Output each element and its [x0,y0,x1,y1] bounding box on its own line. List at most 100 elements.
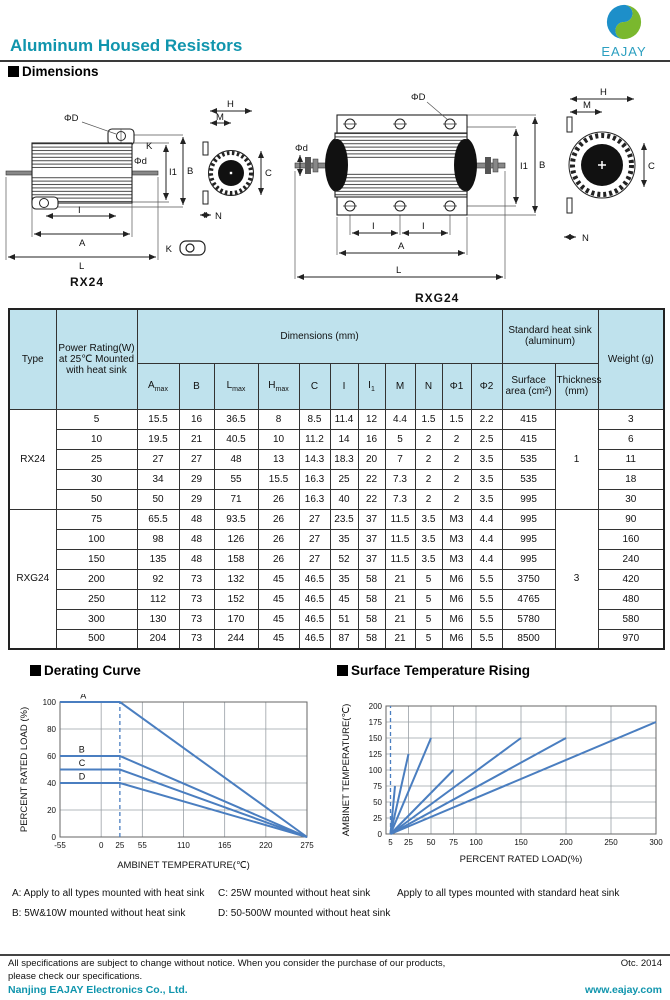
y-tick-label: 200 [369,702,383,711]
y-tick-label: 60 [47,752,56,761]
rx24-dim-a: A [79,238,86,249]
table-cell: 5.5 [470,608,503,630]
brand-name: EAJAY [601,44,647,59]
col-subheader: Lmax [213,362,259,410]
rxg24-caption: RXG24 [415,291,459,305]
table-cell: 58 [357,608,386,630]
table-cell: 14 [329,428,359,450]
section-dimensions-label: Dimensions [22,64,99,79]
series-line [390,737,567,835]
x-tick-label: 300 [649,838,663,847]
section-marker-icon [8,66,19,77]
table-cell: 3.5 [470,488,503,510]
table-cell: 11.5 [384,548,416,570]
surface-title: Surface Temperature Rising [351,663,531,678]
y-axis-title: AMBINET TEMPERATURE(℃) [341,704,352,837]
power-cell: 300 [55,608,138,630]
x-tick-label: 25 [404,838,413,847]
power-cell: 100 [55,528,138,550]
series-line [389,737,432,835]
table-cell: 45 [257,568,300,590]
rx24-dim-phid: Φd [134,156,147,167]
section-surface-temperature: Surface Temperature Rising [337,663,530,678]
x-tick-label: 150 [514,838,528,847]
rx24-dim-k: K [146,141,153,152]
table-row: 150 135 48 158 26 27 52 37 11.5 3.5 M3 4.4 995 240 [9,548,665,570]
table-cell: M6 [441,608,472,630]
weight-cell: 18 [597,468,665,490]
note-b: B: 5W&10W mounted without heat sink [12,908,186,919]
table-cell: 244 [213,628,259,650]
table-cell: 93.5 [213,508,259,530]
table-cell: 112 [136,588,180,610]
col-header-dimensions: Dimensions (mm) [136,308,503,364]
weight-cell: 480 [597,588,665,610]
table-cell: 1.5 [414,408,443,430]
weight-cell: 970 [597,628,665,650]
rx24-caption: RX24 [70,275,104,289]
table-cell: 34 [136,468,180,490]
thickness-cell: 1 [554,408,599,510]
power-cell: 30 [55,468,138,490]
table-cell: 15.5 [257,468,300,490]
table-cell: 46.5 [298,608,331,630]
table-cell: 21 [384,588,416,610]
series-label: A [80,694,86,701]
table-cell: M6 [441,588,472,610]
table-cell: 58 [357,588,386,610]
table-cell: 71 [213,488,259,510]
table-cell: 21 [384,608,416,630]
endview-dim-h: H [227,99,234,110]
rx24-k-detail-label: K [166,244,173,255]
series-line [60,755,308,838]
table-cell: 995 [501,488,556,510]
x-tick-label: 100 [469,838,483,847]
table-cell: 995 [501,548,556,570]
table-cell: 22 [357,488,386,510]
type-cell: RX24 [8,408,57,510]
col-header-type: Type [8,308,57,410]
table-cell: 26 [257,528,300,550]
table-cell: M3 [441,548,472,570]
type-cell: RXG24 [8,508,57,650]
eajay-logo-icon [606,4,642,40]
col-subheader: B [178,362,215,410]
y-tick-label: 50 [373,798,382,807]
weight-cell: 30 [597,488,665,510]
table-cell: 2 [414,448,443,470]
table-cell: 3.5 [414,548,443,570]
table-cell: 5.5 [470,628,503,650]
table-cell: 2 [441,488,472,510]
series-label: C [79,758,86,768]
table-cell: 130 [136,608,180,630]
col-header-heatsink: Standard heat sink (aluminum) [501,308,599,364]
endview2-dim-n: N [582,233,589,244]
power-cell: 75 [55,508,138,530]
x-tick-label: 275 [300,841,314,850]
y-tick-label: 0 [52,833,57,842]
table-cell: 5 [414,588,443,610]
x-tick-label: 55 [138,841,147,850]
thickness-cell: 3 [554,508,599,650]
x-tick-label: 165 [218,841,232,850]
rxg24-dim-i-left: I [372,221,375,232]
table-cell: 3750 [501,568,556,590]
table-cell: 135 [136,548,180,570]
table-cell: 15.5 [136,408,180,430]
table-cell: 20 [357,448,386,470]
col-subheader: I1 [357,362,386,410]
table-cell: 3.5 [414,508,443,530]
series-label: B [79,745,85,755]
table-cell: 2 [441,448,472,470]
page-title: Aluminum Housed Resistors [10,36,243,55]
weight-cell: 160 [597,528,665,550]
series-line [390,721,657,835]
table-cell: 535 [501,448,556,470]
series-line [389,737,522,835]
table-cell: 4.4 [470,528,503,550]
power-cell: 5 [55,408,138,430]
table-cell: 45 [257,608,300,630]
x-tick-label: 250 [604,838,618,847]
y-tick-label: 150 [369,734,383,743]
